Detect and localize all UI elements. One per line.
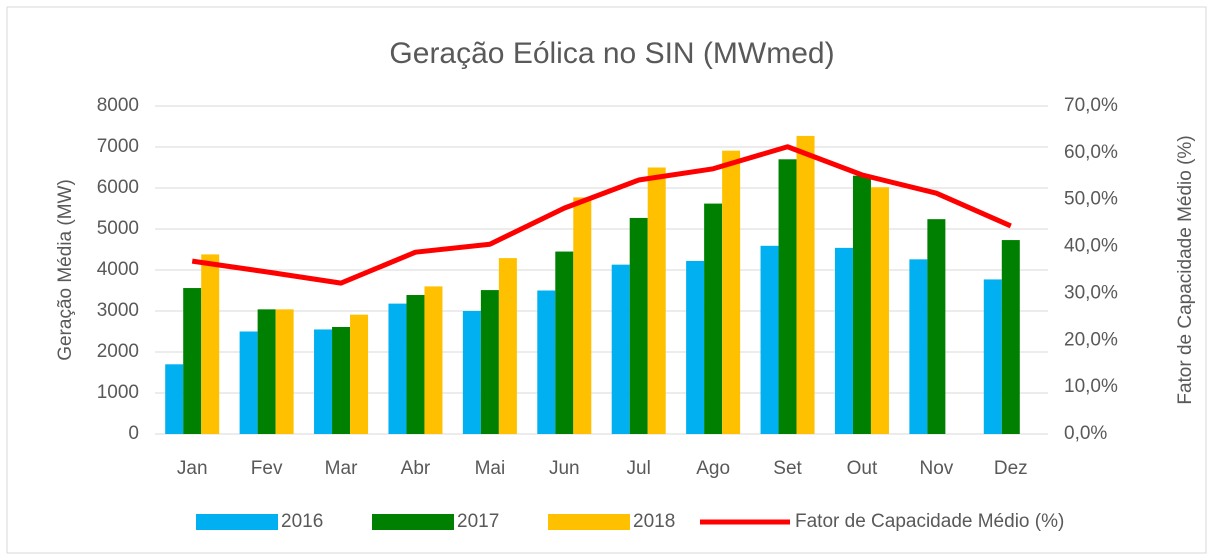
x-tick-label: Dez — [994, 458, 1028, 479]
legend-swatch — [372, 514, 454, 530]
bar — [462, 311, 481, 434]
y-tick-label: 6000 — [97, 177, 139, 198]
bar — [498, 258, 517, 434]
bar — [537, 290, 556, 434]
y2-tick-label: 40,0% — [1064, 236, 1118, 257]
y-tick-label: 5000 — [97, 218, 139, 239]
bar — [1001, 240, 1020, 434]
bar — [350, 314, 369, 434]
x-tick-label: Mar — [325, 458, 358, 479]
y2-tick-label: 0,0% — [1064, 423, 1107, 444]
y2-tick-label: 30,0% — [1064, 282, 1118, 303]
legend-label: Fator de Capacidade Médio (%) — [795, 511, 1064, 532]
x-tick-label: Set — [773, 458, 802, 479]
bar — [388, 303, 407, 434]
x-tick-label: Ago — [696, 458, 730, 479]
y-tick-label: 1000 — [97, 382, 139, 403]
bar — [778, 159, 797, 435]
bar — [183, 288, 202, 434]
x-tick-label: Nov — [919, 458, 953, 479]
y2-axis-label: Fator de Capacidade Médio (%) — [1175, 135, 1196, 404]
bar — [722, 150, 741, 434]
y-tick-label: 4000 — [97, 259, 139, 280]
bar — [834, 247, 853, 434]
bar — [201, 254, 220, 434]
bar — [647, 167, 666, 434]
bar — [275, 309, 294, 434]
bar — [611, 264, 630, 434]
y-tick-label: 8000 — [97, 95, 139, 116]
y-tick-label: 0 — [128, 423, 139, 444]
x-tick-label: Out — [847, 458, 878, 479]
legend-label: 2016 — [281, 511, 323, 532]
y2-tick-label: 20,0% — [1064, 329, 1118, 350]
bar — [629, 217, 648, 434]
bar — [332, 326, 351, 434]
legend-label: 2017 — [457, 511, 499, 532]
bar — [239, 331, 258, 434]
x-tick-label: Abr — [401, 458, 431, 479]
y-tick-label: 3000 — [97, 300, 139, 321]
bar — [165, 364, 184, 434]
chart-title: Geração Eólica no SIN (MWmed) — [389, 37, 834, 70]
line — [191, 144, 1012, 286]
x-tick-label: Mai — [475, 458, 506, 479]
bar — [573, 197, 592, 434]
x-tick-label: Fev — [251, 458, 283, 479]
y-axis-label: Geração Média (MW) — [55, 179, 76, 361]
legend-swatch — [548, 514, 630, 530]
y2-tick-label: 10,0% — [1064, 376, 1118, 397]
bar — [424, 286, 443, 434]
y-tick-label: 7000 — [97, 136, 139, 157]
bar — [796, 135, 815, 434]
legend-label: 2018 — [633, 511, 675, 532]
y2-tick-label: 60,0% — [1064, 142, 1118, 163]
y2-tick-label: 50,0% — [1064, 189, 1118, 210]
legend-swatch — [196, 514, 278, 530]
y2-tick-label: 70,0% — [1064, 95, 1118, 116]
bar — [852, 175, 871, 434]
bar — [909, 259, 928, 434]
bar — [927, 219, 946, 434]
bar — [686, 260, 705, 434]
bar — [314, 329, 333, 434]
bar — [760, 245, 779, 434]
bar — [870, 187, 889, 434]
bar — [704, 203, 723, 434]
bar — [406, 295, 425, 434]
bar — [555, 251, 574, 434]
bar — [983, 279, 1002, 434]
x-tick-label: Jul — [627, 458, 651, 479]
bar — [480, 290, 499, 434]
x-tick-label: Jun — [549, 458, 580, 479]
bar — [257, 309, 276, 434]
x-tick-label: Jan — [177, 458, 208, 479]
y-tick-label: 2000 — [97, 341, 139, 362]
